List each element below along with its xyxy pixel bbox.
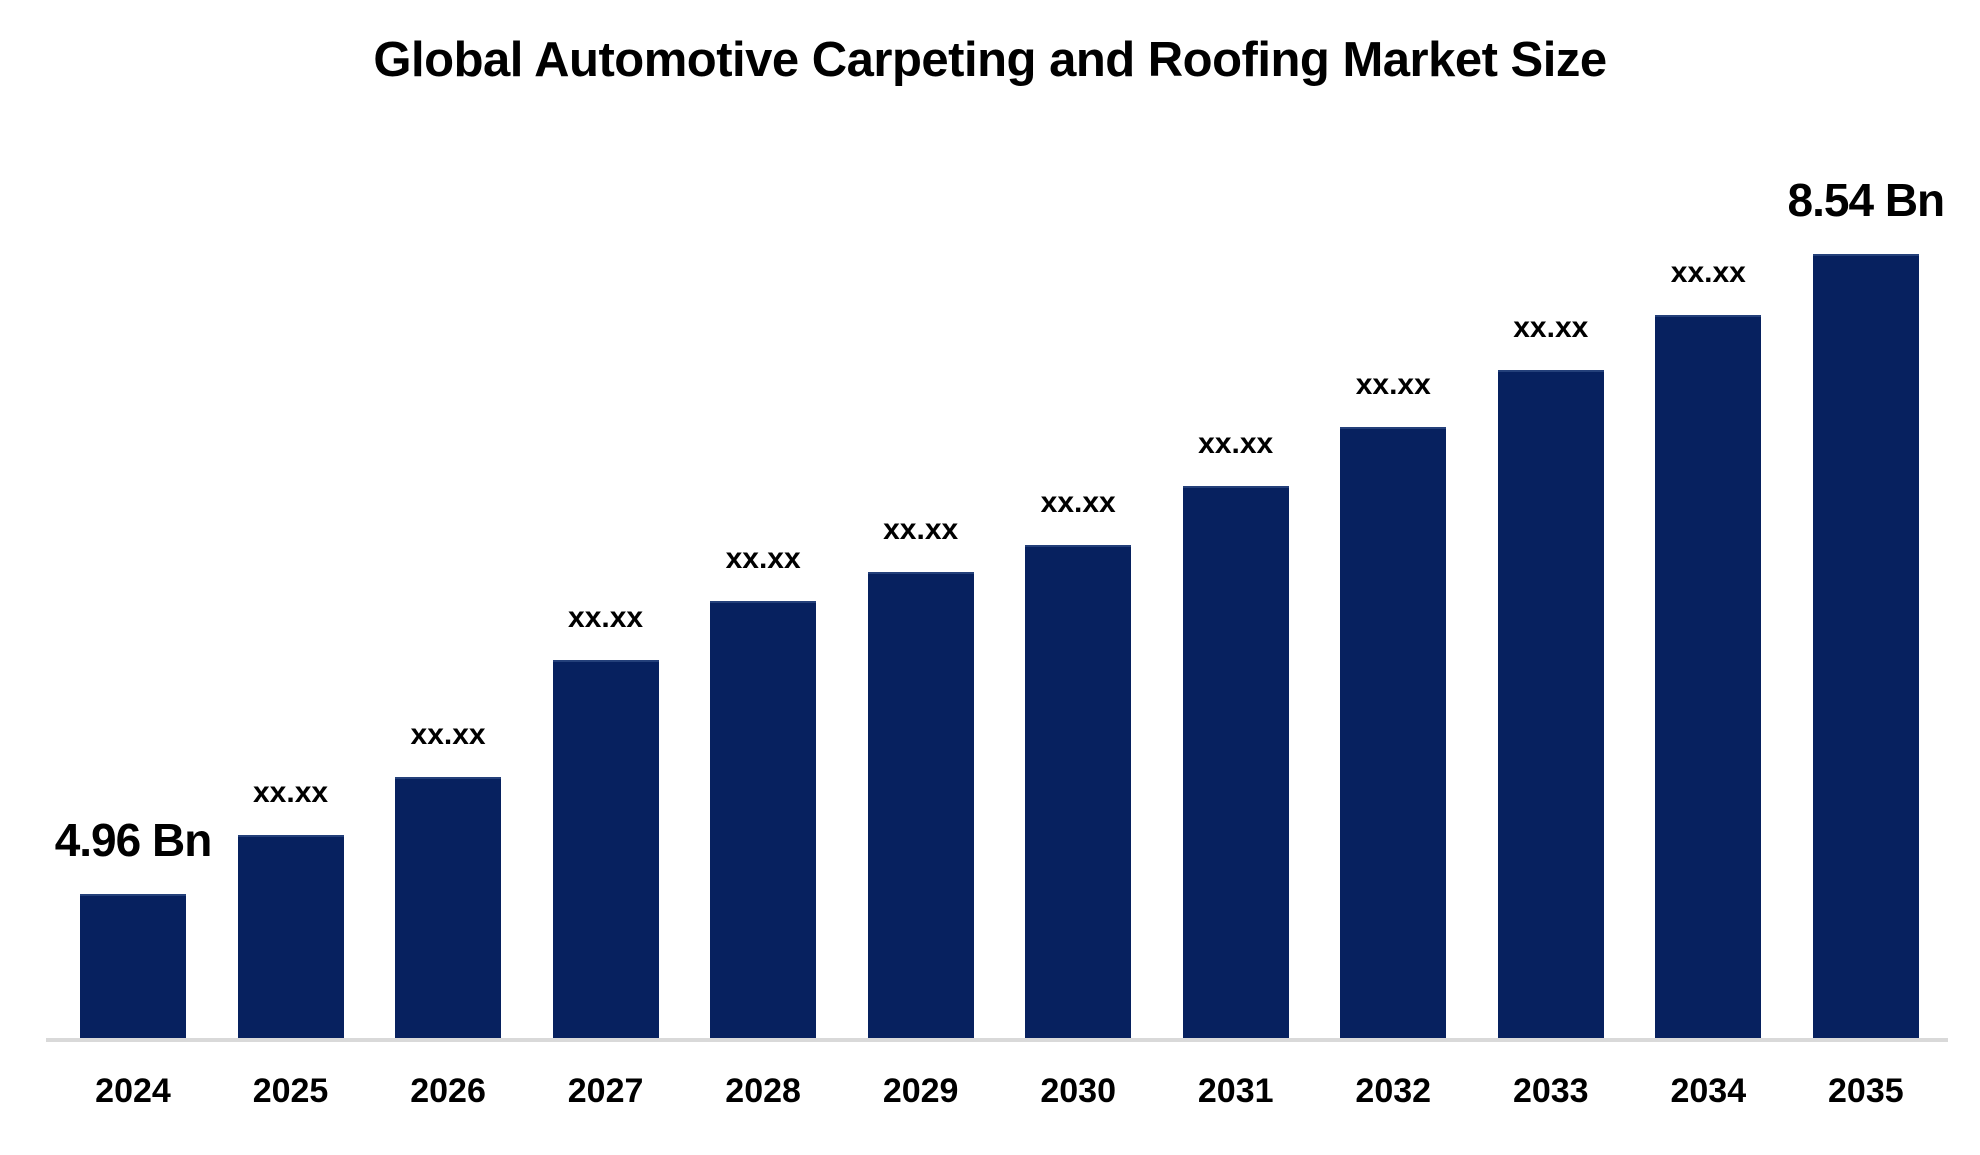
bar-column-2035: 8.54 Bn [1788,177,1945,1042]
bar-2032 [1340,427,1447,1042]
x-tick-label-2025: 2025 [252,1072,329,1110]
bar-2029 [867,572,974,1042]
bar-2027 [552,660,659,1042]
value-label-2024: 4.96 Bn [54,814,213,866]
bar-column-2034: xx.xx [1655,256,1762,1042]
value-label-2028: xx.xx [725,542,801,575]
bar-column-2032: xx.xx [1340,368,1447,1042]
value-label-2032: xx.xx [1355,368,1431,401]
bar-2028 [710,601,817,1042]
value-label-2027: xx.xx [568,601,644,634]
bar-column-2028: xx.xx [710,542,817,1042]
bar-column-2024: 4.96 Bn [55,817,212,1042]
x-tick-label-2027: 2027 [567,1072,644,1110]
x-axis-line [46,1038,1948,1042]
chart-title: Global Automotive Carpeting and Roofing … [373,33,1607,87]
x-tick-label-2033: 2033 [1512,1072,1589,1110]
bar-2031 [1182,486,1289,1042]
x-tick-label-2034: 2034 [1670,1072,1747,1110]
bar-2035 [1812,254,1919,1042]
bar-column-2027: xx.xx [552,601,659,1042]
bar-column-2031: xx.xx [1182,427,1289,1042]
value-label-2034: xx.xx [1670,256,1746,289]
bar-2034 [1655,315,1762,1042]
value-label-2033: xx.xx [1513,311,1589,344]
bar-column-2029: xx.xx [867,513,974,1042]
bar-column-2033: xx.xx [1497,311,1604,1042]
x-tick-label-2024: 2024 [95,1072,171,1110]
value-label-2035: 8.54 Bn [1787,174,1946,226]
bar-2033 [1497,370,1604,1042]
x-tick-label-2028: 2028 [725,1072,801,1110]
x-tick-label-2032: 2032 [1355,1072,1432,1110]
value-label-2025: xx.xx [252,776,329,809]
x-tick-label-2026: 2026 [410,1072,486,1110]
bar-column-2030: xx.xx [1025,486,1132,1042]
value-label-2029: xx.xx [883,513,959,546]
x-tick-label-2029: 2029 [882,1072,959,1110]
bar-column-2025: xx.xx [237,776,344,1042]
value-label-2026: xx.xx [410,718,486,751]
bar-plot-area: 4.96 Bn xx.xx xx.xx xx.xx xx.xx xx.xx xx.xx xx.… [55,122,1945,1042]
bar-column-2026: xx.xx [395,718,502,1042]
bar-2030 [1025,545,1132,1042]
value-label-2030: xx.xx [1040,486,1116,519]
bar-2025 [237,835,344,1042]
x-tick-label-2031: 2031 [1197,1072,1274,1110]
bar-2026 [395,777,502,1042]
value-label-2031: xx.xx [1198,427,1274,460]
bar-2024 [80,894,186,1042]
x-tick-label-2030: 2030 [1040,1072,1116,1110]
x-tick-label-2035: 2035 [1828,1072,1904,1110]
x-axis-labels: 2024 2025 2026 2027 2028 2029 2030 2031 2032 2033… [80,1074,1919,1108]
